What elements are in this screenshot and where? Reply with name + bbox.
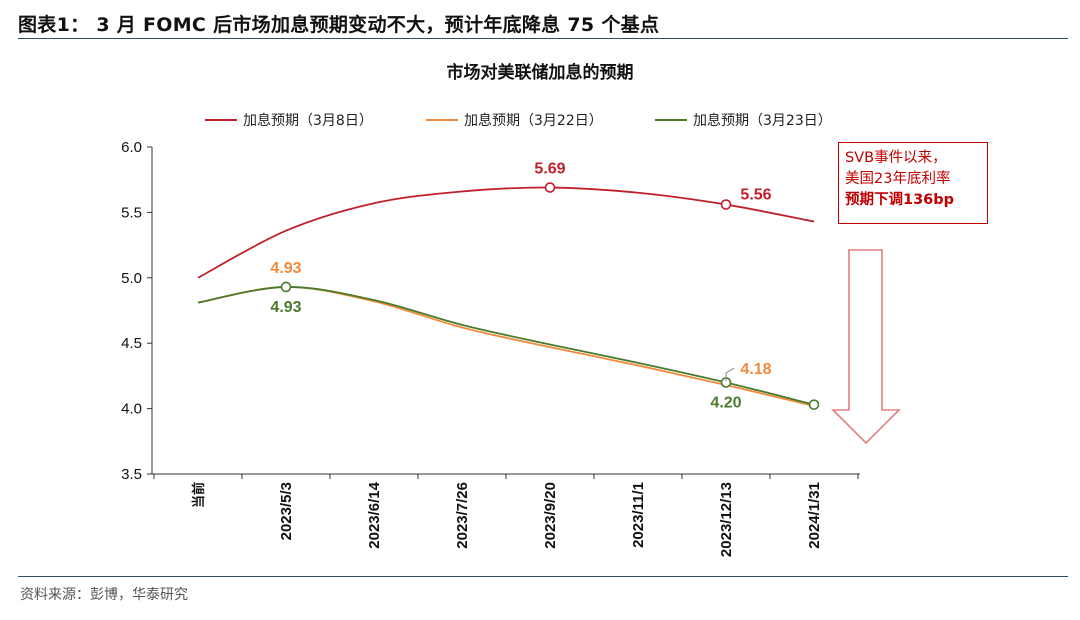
y-tick-label: 4.0 <box>121 401 142 418</box>
chart-title: 市场对美联储加息的预期 <box>446 63 634 83</box>
x-tick-label: 2023/11/1 <box>630 482 647 548</box>
source-note: 资料来源：彭博，华泰研究 <box>20 587 188 603</box>
x-tick-label: 2023/6/14 <box>366 481 383 548</box>
y-tick-label: 3.5 <box>121 466 142 483</box>
callout-line-2: 美国23年底利率 <box>845 171 951 187</box>
y-tick-label: 5.5 <box>121 204 142 221</box>
y-tick-label: 4.5 <box>121 335 142 352</box>
callout-line-1: SVB事件以来， <box>845 150 947 166</box>
data-point-marker <box>808 399 820 410</box>
figure-header: 图表1： 3 月 FOMC 后市场加息预期变动不大，预计年底降息 75 个基点 <box>18 8 1068 39</box>
x-tick-label: 2023/9/20 <box>542 482 559 549</box>
down-arrow-shape <box>831 249 901 445</box>
legend-label: 加息预期（3月8日） <box>243 112 373 129</box>
data-label: 4.20 <box>710 394 741 411</box>
data-label: 4.18 <box>740 361 771 378</box>
data-point-marker <box>720 199 732 210</box>
x-tick-label: 2023/12/13 <box>718 482 735 557</box>
x-tick-label: 2024/1/31 <box>806 482 823 549</box>
data-point-marker <box>280 281 292 293</box>
data-label-leader <box>725 367 735 382</box>
legend-label: 加息预期（3月23日） <box>693 112 832 129</box>
callout-line-3: 预期下调136bp <box>845 192 955 208</box>
data-point-marker <box>544 182 556 193</box>
figure-footer-rule <box>18 576 1068 577</box>
data-label: 4.93 <box>270 260 301 277</box>
x-tick-label: 2023/5/3 <box>278 482 295 540</box>
y-tick-label: 5.0 <box>121 270 142 287</box>
legend-label: 加息预期（3月22日） <box>464 112 603 129</box>
figure-title: 图表1： 3 月 FOMC 后市场加息预期变动不大，预计年底降息 75 个基点 <box>18 14 660 36</box>
y-tick-label: 6.0 <box>121 139 142 156</box>
data-label: 5.69 <box>534 161 565 178</box>
series-line-0 <box>197 186 815 279</box>
data-label: 4.93 <box>270 299 301 316</box>
data-label: 5.56 <box>740 187 771 204</box>
series-line-2 <box>197 286 815 406</box>
svb-callout-box: SVB事件以来， 美国23年底利率 预期下调136bp <box>838 142 988 224</box>
x-tick-label: 2023/7/26 <box>454 482 471 549</box>
x-tick-label: 当前 <box>191 482 206 508</box>
